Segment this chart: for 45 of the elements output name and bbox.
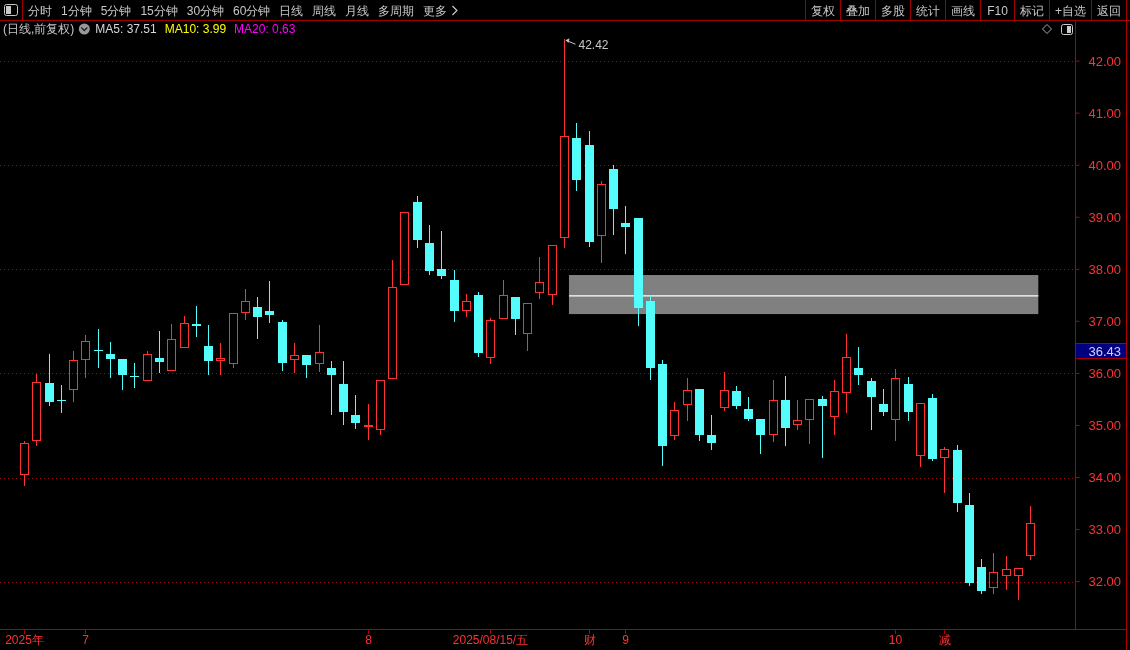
y-tick-label: 37.00 xyxy=(1088,314,1121,330)
annotation: MA10: 3.99 xyxy=(164,22,227,36)
y-tick-label: 32.00 xyxy=(1088,574,1121,590)
y-tick-label: 39.00 xyxy=(1088,209,1121,225)
text: 60分钟 xyxy=(233,3,271,18)
text: 30分钟 xyxy=(186,3,225,18)
x-tick-label: 10 xyxy=(888,633,903,647)
text: F10 xyxy=(987,3,1009,18)
x-tick-label: 7 xyxy=(82,633,90,647)
y-tick-label: 38.00 xyxy=(1088,261,1121,277)
text: 1分钟 xyxy=(61,3,92,18)
y-tick-label: 41.00 xyxy=(1088,105,1121,121)
annotation: MA5: 37.51 xyxy=(95,22,158,36)
text: 5分钟 xyxy=(100,3,132,18)
y-tick-label: 33.00 xyxy=(1088,522,1121,538)
text: 月线 xyxy=(345,3,370,18)
text: 叠加 xyxy=(845,3,870,18)
x-tick-label: 财 xyxy=(583,633,596,647)
y-tick-label: 36.43 xyxy=(1088,343,1121,359)
text: 返回 xyxy=(1097,3,1121,18)
y-tick-label: 34.00 xyxy=(1088,470,1121,486)
y-tick-label: 42.00 xyxy=(1088,53,1121,69)
text: 复权 xyxy=(810,3,835,18)
y-tick-label: 35.00 xyxy=(1088,418,1121,434)
text: 15分钟 xyxy=(140,3,178,18)
y-tick-label: 40.00 xyxy=(1088,157,1121,173)
text: 统计 xyxy=(915,3,940,18)
x-tick-label: 2025/08/15/五 xyxy=(452,633,529,647)
text: 周线 xyxy=(312,3,337,18)
text: 标记 xyxy=(1018,3,1044,18)
y-tick-label: 36.00 xyxy=(1088,366,1121,382)
text: 多股 xyxy=(880,3,905,18)
chart-title: (日线,前复权) xyxy=(3,22,75,36)
text: 日线 xyxy=(279,3,304,18)
x-tick-label: 2025年 xyxy=(5,633,44,647)
text: +自选 xyxy=(1054,3,1086,18)
x-tick-label: 9 xyxy=(622,633,630,647)
annotation: MA20: 0.63 xyxy=(234,22,296,36)
text: 更多 xyxy=(423,3,448,18)
annotation: 42.42 xyxy=(578,38,609,53)
text: 画线 xyxy=(950,3,975,18)
x-tick-label: 8 xyxy=(365,633,373,647)
text: 多周期 xyxy=(378,3,415,18)
text: 分时 xyxy=(28,3,52,18)
x-tick-label: 减 xyxy=(938,633,951,647)
